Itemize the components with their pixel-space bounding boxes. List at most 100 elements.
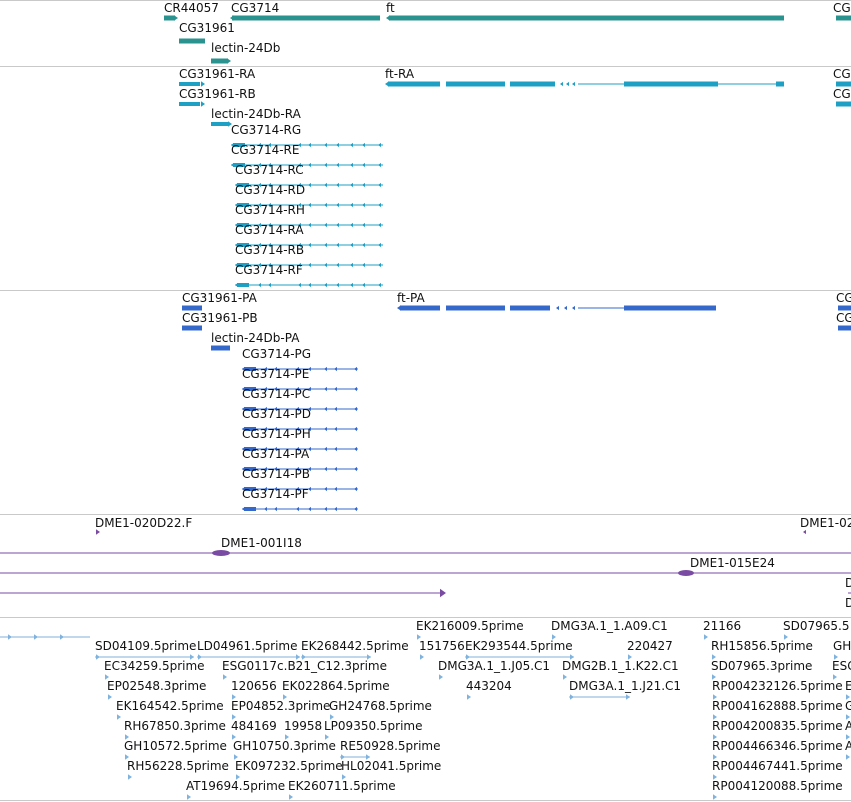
transcript-label[interactable]: CG3714-RB xyxy=(235,243,304,257)
est-label[interactable]: GH24768.5prime xyxy=(329,699,432,713)
transcript-label[interactable]: CG31961-RB xyxy=(179,87,256,101)
est-label[interactable]: RP004232126.5prime xyxy=(712,679,843,693)
est-label[interactable]: RP004120088.5prime xyxy=(712,779,843,793)
protein-feature[interactable] xyxy=(624,305,716,311)
est-label[interactable]: EK260711.5prime xyxy=(288,779,396,793)
clone-label[interactable]: DME1-015E24 xyxy=(690,556,775,570)
transcript-feature[interactable] xyxy=(776,81,784,87)
gene-feature[interactable] xyxy=(389,15,784,21)
est-label[interactable]: 120656 xyxy=(231,679,277,693)
est-label[interactable]: HL02041.5prime xyxy=(341,759,441,773)
est-label[interactable]: 21166 xyxy=(703,619,741,633)
est-label[interactable]: 151756 xyxy=(419,639,465,653)
protein-feature[interactable] xyxy=(838,305,851,311)
gene-feature[interactable] xyxy=(164,15,175,21)
gene-label[interactable]: CG3 xyxy=(833,1,851,15)
transcript-label[interactable]: CG2 xyxy=(833,67,851,81)
protein-feature[interactable] xyxy=(446,305,505,311)
est-label[interactable]: RE50928.5prime xyxy=(340,739,441,753)
est-label[interactable]: A xyxy=(845,719,851,733)
gene-feature[interactable] xyxy=(232,15,380,21)
protein-label[interactable]: CG xyxy=(836,311,851,325)
transcript-feature[interactable] xyxy=(237,243,249,247)
est-label[interactable]: RH15856.5prime xyxy=(711,639,813,653)
est-label[interactable]: RH56228.5prime xyxy=(127,759,229,773)
est-label[interactable]: LD04961.5prime xyxy=(197,639,298,653)
est-label[interactable]: SD04109.5prime xyxy=(95,639,196,653)
est-label[interactable]: E xyxy=(845,679,851,693)
transcript-feature[interactable] xyxy=(388,81,440,87)
est-label[interactable]: DMG3A.1_1.J05.C1 xyxy=(438,659,550,673)
est-label[interactable]: EK268442.5prime xyxy=(301,639,409,653)
transcript-label[interactable]: CG31961-RA xyxy=(179,67,256,81)
protein-feature[interactable] xyxy=(244,467,256,471)
gene-label[interactable]: CG3714 xyxy=(231,1,279,15)
transcript-label[interactable]: CG3714-RF xyxy=(235,263,303,277)
clone-label[interactable]: DME1-020D22.F xyxy=(95,516,192,530)
clone-marker[interactable] xyxy=(212,550,230,556)
est-label[interactable]: LP09350.5prime xyxy=(324,719,423,733)
protein-feature[interactable] xyxy=(244,407,256,411)
gene-label[interactable]: CR44057 xyxy=(164,1,219,15)
est-label[interactable]: EK216009.5prime xyxy=(416,619,524,633)
transcript-label[interactable]: ft-RA xyxy=(385,67,415,81)
est-label[interactable]: 484169 xyxy=(231,719,277,733)
protein-label[interactable]: CG3714-PH xyxy=(242,427,311,441)
est-label[interactable]: EP04852.3prime xyxy=(231,699,330,713)
gene-label[interactable]: CG31961 xyxy=(179,21,235,35)
protein-label[interactable]: CG3714-PE xyxy=(242,367,309,381)
est-label[interactable]: ESG xyxy=(832,659,851,673)
transcript-feature[interactable] xyxy=(624,81,718,87)
est-label[interactable]: RP004200835.5prime xyxy=(712,719,843,733)
transcript-feature[interactable] xyxy=(233,163,245,167)
est-label[interactable]: DMG3A.1_1.J21.C1 xyxy=(569,679,681,693)
protein-feature[interactable] xyxy=(244,507,256,511)
est-label[interactable]: G xyxy=(845,699,851,713)
est-label[interactable]: GH10572.5prime xyxy=(124,739,227,753)
est-label[interactable]: RH67850.3prime xyxy=(124,719,226,733)
gene-label[interactable]: lectin-24Db xyxy=(211,41,280,55)
est-label[interactable]: EP02548.3prime xyxy=(107,679,206,693)
transcript-label[interactable]: CG3714-RE xyxy=(231,143,299,157)
transcript-feature[interactable] xyxy=(179,102,200,106)
gene-feature[interactable] xyxy=(836,15,851,21)
transcript-feature[interactable] xyxy=(211,122,228,126)
protein-feature[interactable] xyxy=(400,305,440,311)
est-label[interactable]: 19958 xyxy=(284,719,322,733)
transcript-feature[interactable] xyxy=(836,81,851,87)
transcript-feature[interactable] xyxy=(836,101,851,107)
transcript-label[interactable]: CG2 xyxy=(833,87,851,101)
protein-feature[interactable] xyxy=(244,427,256,431)
protein-feature[interactable] xyxy=(838,325,851,331)
protein-feature[interactable] xyxy=(244,487,256,491)
est-label[interactable]: AT19694.5prime xyxy=(186,779,285,793)
gene-label[interactable]: ft xyxy=(386,1,395,15)
transcript-feature[interactable] xyxy=(446,81,505,87)
transcript-feature[interactable] xyxy=(237,203,249,207)
protein-feature[interactable] xyxy=(182,305,202,311)
transcript-label[interactable]: CG3714-RG xyxy=(231,123,301,137)
transcript-feature[interactable] xyxy=(237,223,249,227)
protein-label[interactable]: CG31961-PB xyxy=(182,311,258,325)
protein-label[interactable]: CG3714-PD xyxy=(242,407,311,421)
transcript-label[interactable]: CG3714-RH xyxy=(235,203,305,217)
gene-feature[interactable] xyxy=(179,38,205,44)
est-label[interactable]: RP004467441.5prime xyxy=(712,759,843,773)
protein-feature[interactable] xyxy=(244,447,256,451)
est-label[interactable]: 220427 xyxy=(627,639,673,653)
est-label[interactable]: EC34259.5prime xyxy=(104,659,205,673)
protein-label[interactable]: CG3714-PA xyxy=(242,447,310,461)
clone-marker[interactable] xyxy=(678,570,694,576)
transcript-feature[interactable] xyxy=(237,263,249,267)
protein-label[interactable]: CG xyxy=(836,291,851,305)
transcript-feature[interactable] xyxy=(510,81,555,87)
protein-feature[interactable] xyxy=(182,325,202,331)
clone-label[interactable]: DME1-02 xyxy=(800,516,851,530)
protein-label[interactable]: lectin-24Db-PA xyxy=(211,331,300,345)
protein-label[interactable]: CG3714-PC xyxy=(242,387,310,401)
est-label[interactable]: ESG0117c.B21_C12.3prime xyxy=(222,659,387,673)
transcript-label[interactable]: lectin-24Db-RA xyxy=(211,107,302,121)
est-label[interactable]: SD07965.3prime xyxy=(711,659,812,673)
protein-feature[interactable] xyxy=(244,387,256,391)
protein-label[interactable]: CG3714-PG xyxy=(242,347,311,361)
